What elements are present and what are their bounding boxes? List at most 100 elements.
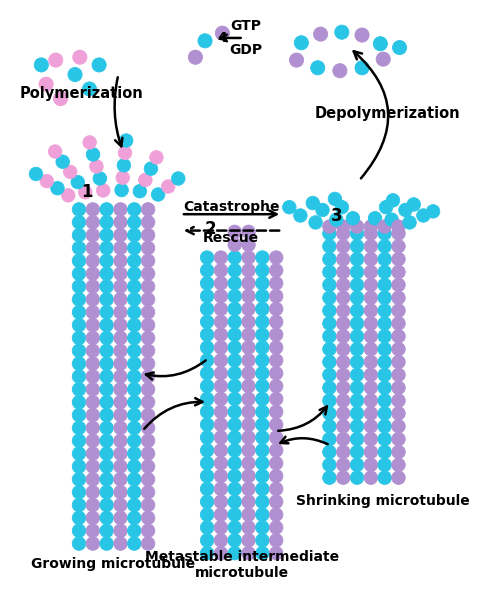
Circle shape [127, 293, 141, 306]
Circle shape [378, 355, 392, 369]
Circle shape [385, 213, 398, 226]
Circle shape [127, 421, 141, 434]
Circle shape [392, 304, 405, 317]
Circle shape [114, 524, 127, 538]
Circle shape [328, 192, 342, 206]
Circle shape [306, 196, 319, 210]
Circle shape [309, 216, 322, 229]
Circle shape [214, 431, 228, 444]
Circle shape [322, 265, 336, 279]
Circle shape [114, 267, 127, 280]
Circle shape [392, 41, 407, 55]
Circle shape [97, 184, 110, 197]
Circle shape [214, 469, 228, 483]
Circle shape [228, 341, 242, 354]
Circle shape [200, 379, 214, 393]
Circle shape [270, 457, 283, 470]
Circle shape [200, 392, 214, 406]
Circle shape [86, 344, 99, 358]
Circle shape [228, 263, 242, 277]
Circle shape [270, 328, 283, 342]
Circle shape [378, 368, 392, 381]
Circle shape [100, 524, 113, 538]
Circle shape [256, 290, 269, 303]
Circle shape [114, 473, 127, 486]
Circle shape [364, 368, 378, 381]
Circle shape [72, 537, 86, 550]
Circle shape [200, 533, 214, 547]
Circle shape [350, 406, 364, 420]
Circle shape [399, 203, 412, 217]
Circle shape [56, 155, 70, 169]
Circle shape [378, 406, 392, 420]
Circle shape [364, 355, 378, 369]
Circle shape [72, 524, 86, 538]
Circle shape [92, 58, 106, 72]
Circle shape [72, 434, 86, 448]
Circle shape [228, 392, 242, 406]
Circle shape [127, 318, 141, 332]
Circle shape [228, 469, 242, 483]
Circle shape [40, 175, 53, 188]
Circle shape [228, 495, 242, 508]
Circle shape [392, 406, 405, 420]
Circle shape [200, 431, 214, 444]
Circle shape [127, 370, 141, 383]
Circle shape [242, 341, 255, 354]
Circle shape [242, 315, 255, 328]
Circle shape [256, 508, 269, 522]
Circle shape [337, 330, 350, 343]
Circle shape [86, 434, 99, 448]
Circle shape [100, 306, 113, 319]
Circle shape [270, 379, 283, 393]
Circle shape [114, 447, 127, 460]
Circle shape [53, 92, 68, 105]
Circle shape [316, 203, 329, 217]
Circle shape [127, 447, 141, 460]
Circle shape [141, 524, 155, 538]
Circle shape [364, 291, 378, 305]
Circle shape [256, 443, 269, 457]
Circle shape [270, 302, 283, 316]
Circle shape [378, 471, 392, 485]
Circle shape [228, 225, 242, 238]
Circle shape [378, 240, 392, 253]
Circle shape [350, 220, 364, 233]
Circle shape [100, 511, 113, 524]
Circle shape [322, 420, 336, 433]
Circle shape [72, 421, 86, 434]
Circle shape [72, 498, 86, 512]
Circle shape [228, 379, 242, 393]
Circle shape [364, 420, 378, 433]
Circle shape [141, 306, 155, 319]
Circle shape [141, 293, 155, 306]
Circle shape [322, 445, 336, 459]
Circle shape [392, 226, 405, 240]
Circle shape [100, 293, 113, 306]
Text: 4: 4 [218, 31, 227, 45]
Circle shape [72, 370, 86, 383]
Circle shape [256, 533, 269, 547]
Circle shape [73, 50, 87, 64]
Circle shape [200, 302, 214, 316]
Circle shape [214, 290, 228, 303]
Circle shape [337, 291, 350, 305]
Circle shape [322, 220, 336, 233]
Circle shape [322, 253, 336, 266]
Circle shape [392, 471, 405, 485]
Circle shape [378, 265, 392, 279]
Circle shape [256, 482, 269, 496]
Circle shape [242, 418, 255, 432]
Circle shape [141, 460, 155, 473]
Circle shape [86, 498, 99, 512]
Circle shape [127, 254, 141, 268]
Circle shape [256, 392, 269, 406]
Circle shape [256, 328, 269, 342]
Circle shape [228, 443, 242, 457]
Circle shape [100, 344, 113, 358]
Circle shape [114, 318, 127, 332]
Circle shape [86, 447, 99, 460]
Circle shape [72, 306, 86, 319]
Circle shape [311, 61, 325, 75]
Circle shape [322, 304, 336, 317]
